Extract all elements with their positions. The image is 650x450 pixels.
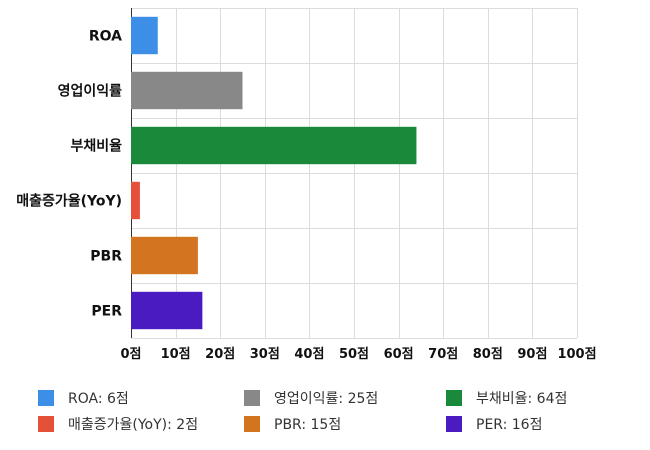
bar <box>131 71 243 110</box>
legend-label: PBR: 15점 <box>274 417 342 433</box>
x-tick-label: 80점 <box>473 347 503 362</box>
x-tick-label: 20점 <box>205 347 235 362</box>
category-label: PER <box>91 304 122 320</box>
legend-swatch <box>446 390 462 406</box>
grid-lines <box>131 8 578 339</box>
category-label: ROA <box>89 29 122 45</box>
legend-item: 매출증가율(YoY): 2점 <box>38 414 198 434</box>
bar <box>131 291 203 330</box>
category-label: 매출증가율(YoY) <box>16 193 122 210</box>
x-tick-label: 40점 <box>294 347 324 362</box>
bar <box>131 236 198 275</box>
category-label: 영업이익률 <box>58 83 123 100</box>
legend-label: 부채비율: 64점 <box>476 391 568 407</box>
bar <box>131 16 158 55</box>
category-label: 부채비율 <box>70 138 122 155</box>
x-tick-labels: 0점 10점 20점 30점 40점 50점 60점 70점 80점 90점 100점 <box>120 347 596 362</box>
legend-item: 영업이익률: 25점 <box>244 388 378 408</box>
legend-swatch <box>38 390 54 406</box>
category-label: PBR <box>90 249 122 265</box>
x-tick-label: 70점 <box>428 347 458 362</box>
x-tick-label: 100점 <box>557 347 596 362</box>
x-tick-label: 50점 <box>339 347 369 362</box>
x-tick-label: 60점 <box>384 347 414 362</box>
x-tick-label: 10점 <box>161 347 191 362</box>
x-tick-label: 0점 <box>120 347 141 362</box>
legend-item: 부채비율: 64점 <box>446 388 567 408</box>
legend-item: PER: 16점 <box>446 414 542 434</box>
bar <box>131 126 417 165</box>
legend-swatch <box>446 416 462 432</box>
x-tick-label: 90점 <box>517 347 547 362</box>
legend-swatch <box>38 416 54 432</box>
legend-label: 매출증가율(YoY): 2점 <box>68 417 199 433</box>
x-tick-label: 30점 <box>250 347 280 362</box>
legend-label: ROA: 6점 <box>68 391 129 407</box>
legend-label: PER: 16점 <box>476 417 543 433</box>
legend-item: ROA: 6점 <box>38 388 129 408</box>
bar <box>131 181 140 220</box>
legend-label: 영업이익률: 25점 <box>274 391 379 407</box>
legend-item: PBR: 15점 <box>244 414 341 434</box>
legend-swatch <box>244 390 260 406</box>
legend-swatch <box>244 416 260 432</box>
bars <box>131 16 417 330</box>
